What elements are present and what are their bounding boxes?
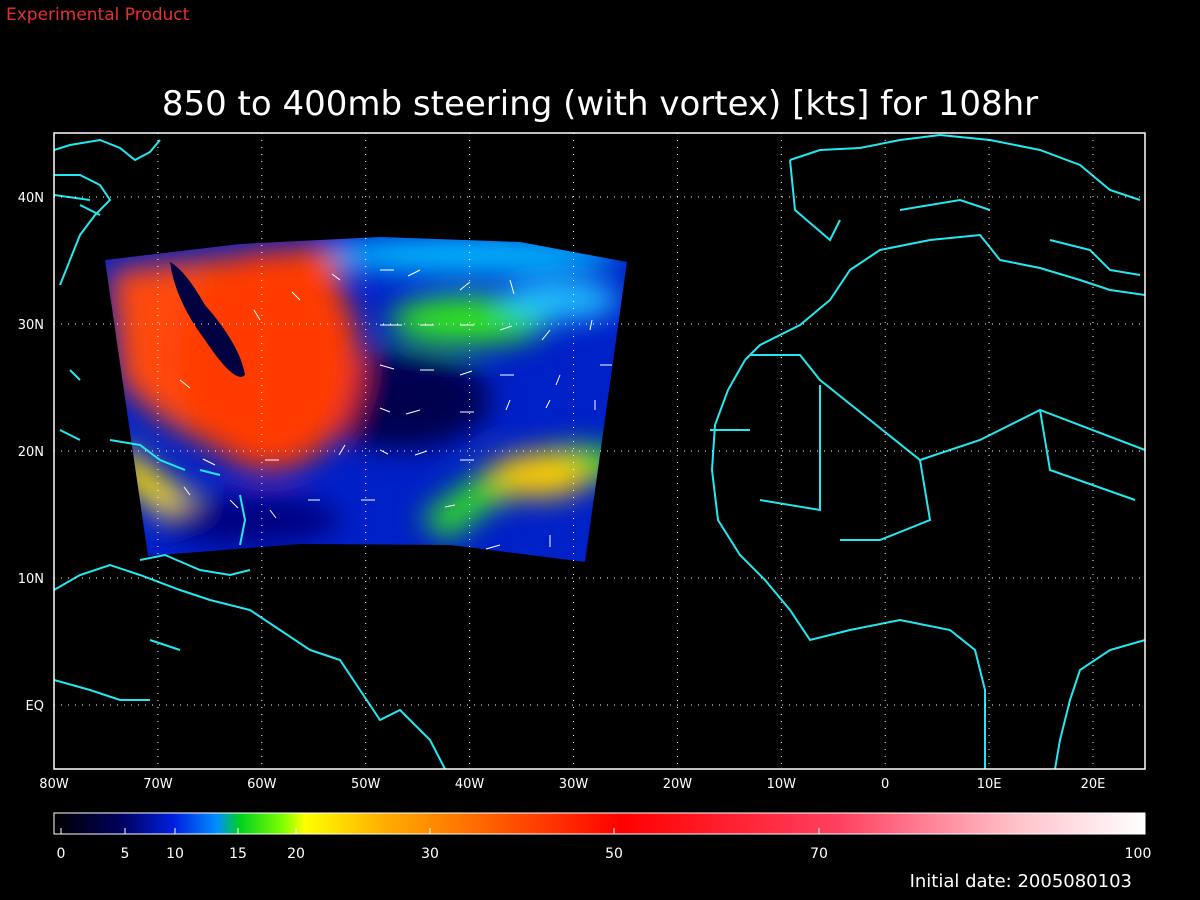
colorbar-label: 10: [166, 846, 184, 862]
lat-label: 20N: [18, 445, 44, 460]
lat-label: EQ: [26, 699, 44, 714]
experimental-note: Experimental Product: [6, 5, 190, 25]
colorbar-label: 15: [229, 846, 247, 862]
lat-label: 30N: [18, 318, 44, 333]
lon-label: 30W: [559, 777, 589, 792]
lon-label: 10W: [767, 777, 797, 792]
lon-label: 10E: [977, 777, 1002, 792]
lon-label: 70W: [143, 777, 173, 792]
lat-label: 40N: [18, 191, 44, 206]
colorbar-label: 100: [1125, 846, 1152, 862]
colorbar-label: 30: [421, 846, 439, 862]
lat-label: 10N: [18, 572, 44, 587]
lon-label: 50W: [351, 777, 381, 792]
lon-label: 20W: [663, 777, 693, 792]
lon-label: 60W: [247, 777, 277, 792]
map-title: 850 to 400mb steering (with vortex) [kts…: [162, 84, 1038, 124]
colorbar-label: 50: [605, 846, 623, 862]
steering-field: [105, 237, 627, 562]
lon-label: 80W: [39, 777, 69, 792]
colorbar-label: 20: [287, 846, 305, 862]
colorbar-label: 0: [57, 846, 66, 862]
wind-arrows: [179, 269, 612, 550]
coastlines: [54, 133, 1145, 769]
colorbar-label: 5: [121, 846, 130, 862]
lon-label: 40W: [455, 777, 485, 792]
lon-label: 20E: [1081, 777, 1106, 792]
colorbar-labels: 0 5 10 15 20 30 50 70 100: [57, 828, 1152, 862]
graticule: 80W 70W 60W 50W 40W 30W 20W 10W 0 10E 20E 40N 30N 20N…: [18, 133, 1145, 792]
colorbar-label: 70: [810, 846, 828, 862]
lon-label: 0: [881, 777, 889, 792]
colorbar: [53, 812, 1146, 835]
initial-date: Initial date: 2005080103: [910, 871, 1132, 892]
